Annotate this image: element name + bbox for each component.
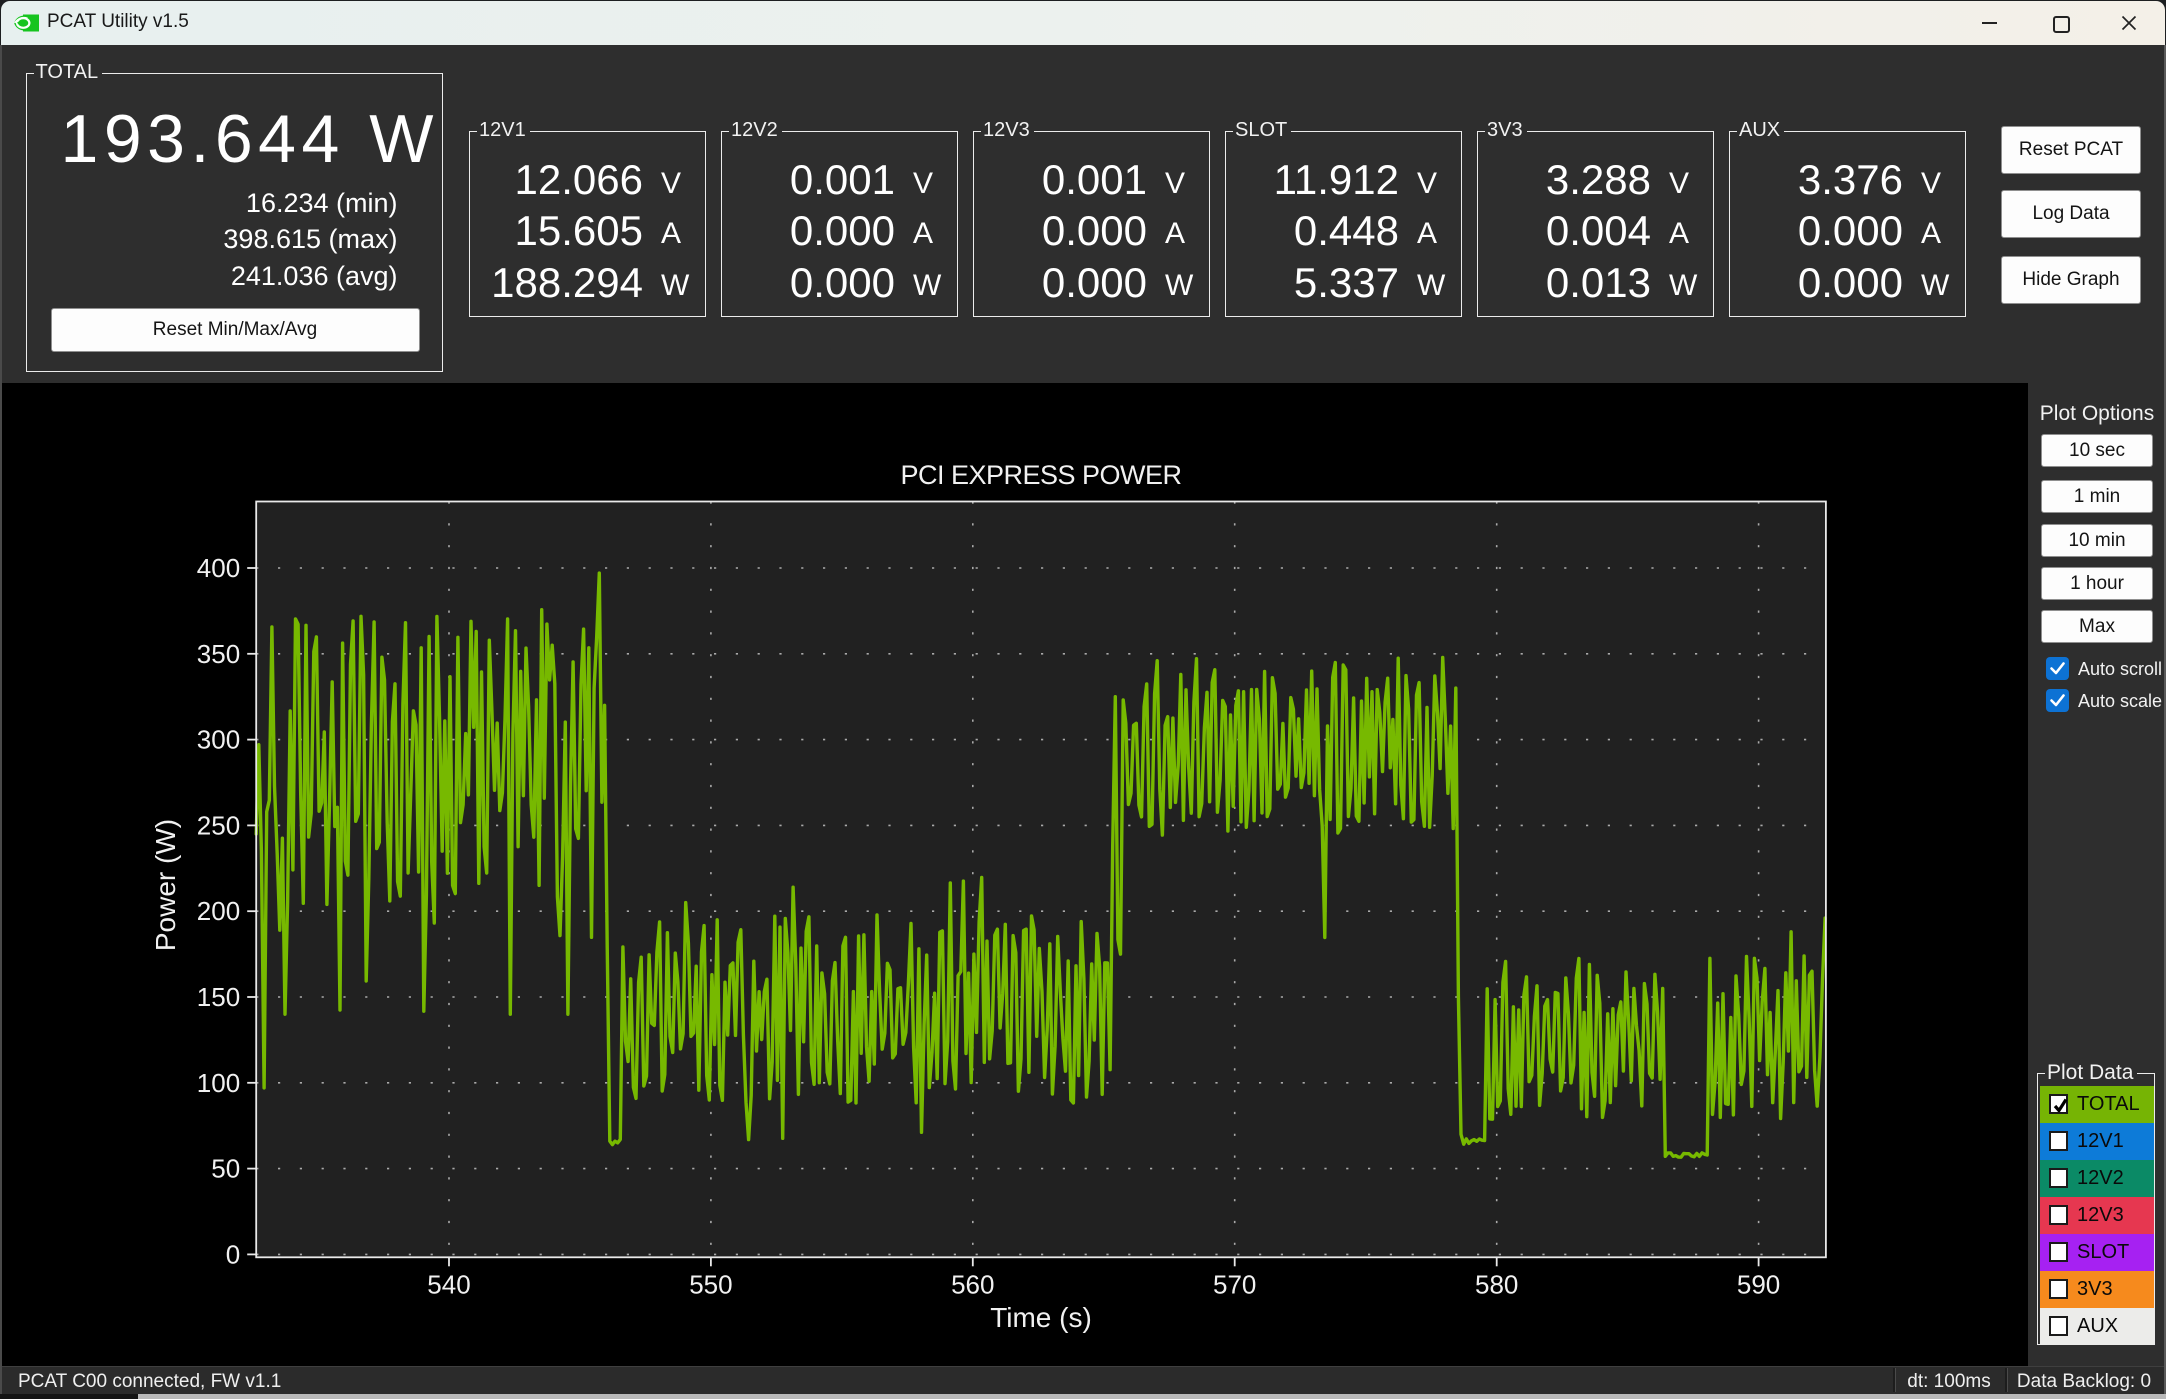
svg-text:580: 580 [1475,1269,1518,1299]
svg-text:590: 590 [1737,1269,1780,1299]
svg-text:300: 300 [197,725,240,755]
svg-text:Power (W): Power (W) [150,819,181,951]
svg-text:100: 100 [197,1068,240,1098]
svg-text:Time (s): Time (s) [990,1302,1092,1333]
svg-text:PCI EXPRESS POWER: PCI EXPRESS POWER [900,460,1181,490]
svg-text:50: 50 [211,1154,240,1184]
svg-text:400: 400 [197,553,240,583]
svg-text:350: 350 [197,639,240,669]
svg-text:560: 560 [951,1269,994,1299]
svg-text:550: 550 [689,1269,732,1299]
svg-text:150: 150 [197,982,240,1012]
svg-text:0: 0 [226,1239,240,1269]
svg-text:200: 200 [197,896,240,926]
svg-text:540: 540 [427,1269,470,1299]
svg-text:570: 570 [1213,1269,1256,1299]
svg-text:250: 250 [197,810,240,840]
